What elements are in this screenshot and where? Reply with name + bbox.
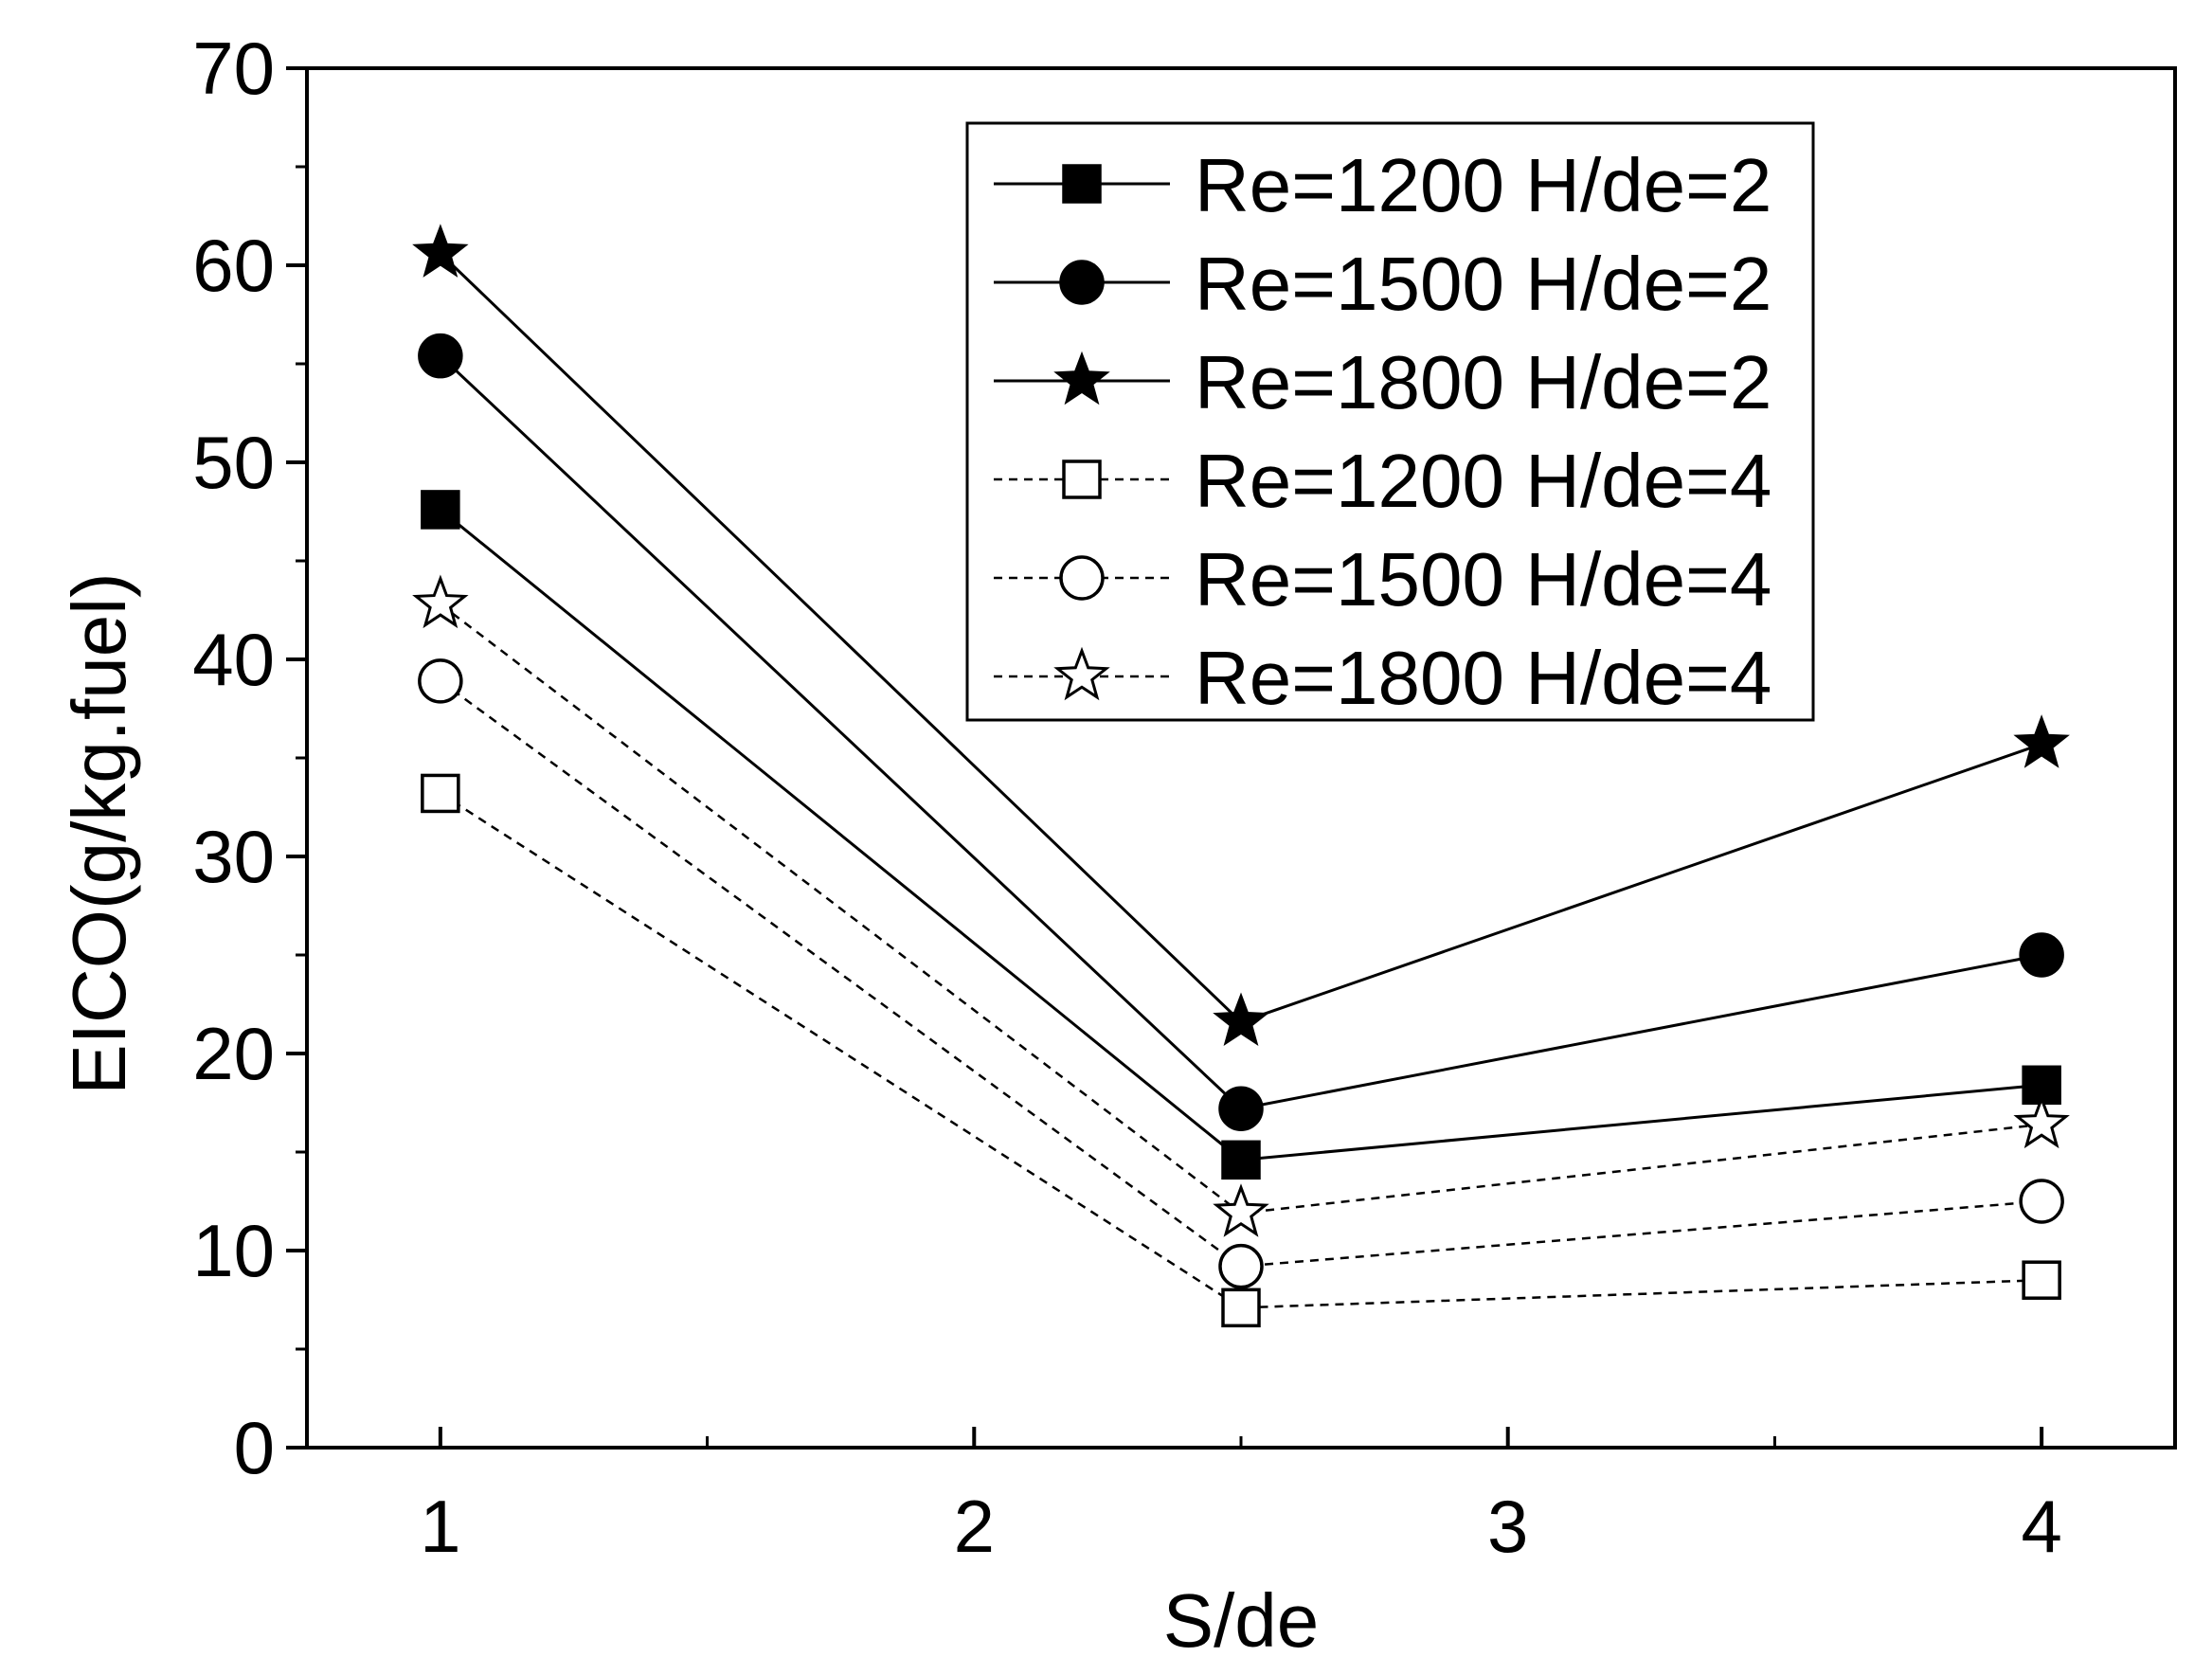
x-tick-label: 3 — [1487, 1485, 1528, 1568]
y-tick-label: 60 — [192, 224, 275, 307]
legend-label-1: Re=1200 H/de=2 — [1195, 143, 1771, 227]
data-point-series-6 — [412, 574, 469, 629]
data-point-series-3 — [2013, 714, 2070, 768]
x-tick-label: 4 — [2021, 1485, 2061, 1568]
data-point-series-2 — [2019, 932, 2064, 978]
legend-marker-4 — [1062, 459, 1102, 499]
legend-marker-3 — [1053, 351, 1110, 405]
data-point-series-5 — [2019, 1179, 2064, 1224]
data-point-series-3 — [412, 224, 469, 278]
plot-frame — [305, 66, 2177, 1450]
data-point-series-6 — [2013, 1094, 2070, 1149]
legend: Re=1200 H/de=2 Re=1500 H/de=2 Re=1800 H/de… — [965, 121, 1815, 722]
y-tick-label: 40 — [192, 618, 275, 701]
x-tick-label: 1 — [420, 1485, 460, 1568]
legend-label-2: Re=1500 H/de=2 — [1195, 242, 1771, 326]
y-tick-label: 10 — [192, 1209, 275, 1292]
y-tick-label: 30 — [192, 815, 275, 898]
y-tick-label: 70 — [192, 27, 275, 110]
data-point-series-2 — [418, 333, 463, 379]
series-line-4 — [440, 792, 2042, 1309]
legend-marker-5 — [1059, 555, 1105, 601]
legend-marker-6 — [1053, 646, 1110, 701]
data-point-series-1 — [1221, 1140, 1261, 1180]
data-point-series-1 — [421, 490, 460, 530]
legend-label-3: Re=1800 H/de=2 — [1195, 340, 1771, 424]
legend-label-4: Re=1200 H/de=4 — [1195, 439, 1771, 523]
data-point-series-5 — [1218, 1243, 1264, 1289]
data-point-series-3 — [1213, 992, 1269, 1047]
data-point-series-5 — [418, 658, 463, 704]
legend-marker-1 — [1062, 164, 1102, 204]
legend-box — [965, 121, 1815, 722]
legend-label-6: Re=1800 H/de=4 — [1195, 636, 1771, 720]
data-point-series-4 — [2022, 1260, 2061, 1300]
legend-label-5: Re=1500 H/de=4 — [1195, 537, 1771, 621]
y-axis-label: EICO(g/kg.fuel) — [57, 572, 141, 1094]
y-tick-label: 50 — [192, 421, 275, 504]
y-tick-label: 20 — [192, 1012, 275, 1095]
data-point-series-6 — [1213, 1183, 1269, 1237]
data-point-series-2 — [1218, 1086, 1264, 1131]
x-tick-label: 2 — [954, 1485, 995, 1568]
x-axis-label: S/de — [1163, 1578, 1320, 1663]
data-point-series-4 — [1221, 1288, 1261, 1328]
y-tick-label: 0 — [234, 1406, 275, 1489]
legend-marker-2 — [1059, 260, 1105, 305]
data-point-series-4 — [421, 773, 460, 814]
